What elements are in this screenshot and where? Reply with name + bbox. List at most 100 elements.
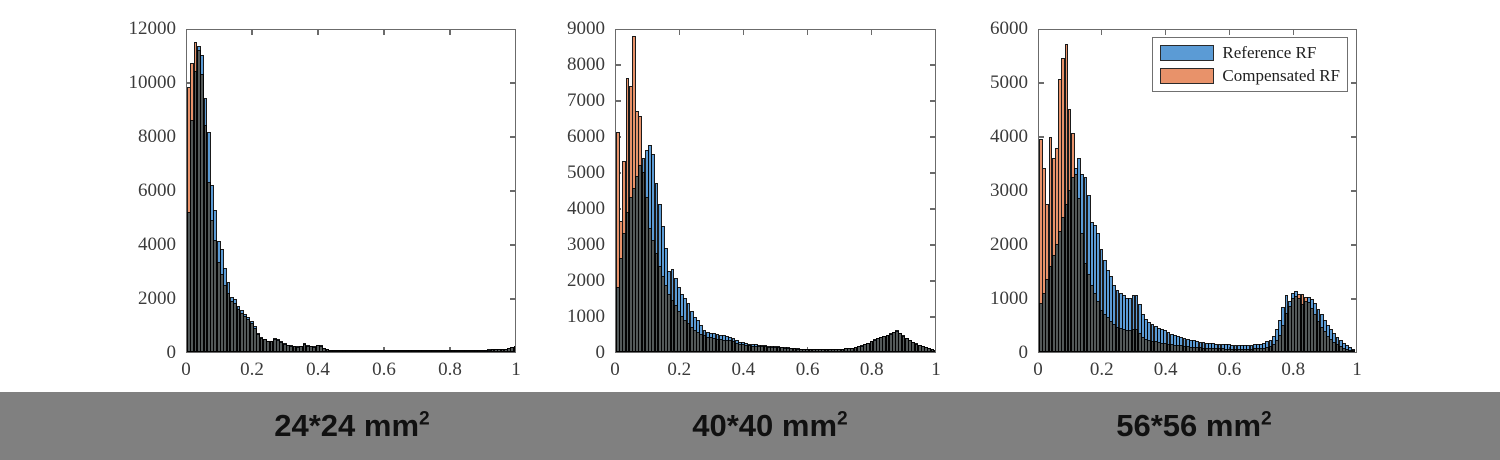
y-tick-label: 1000 (567, 306, 605, 327)
y-tick-mark-right (1351, 298, 1357, 300)
y-tick-label: 8000 (138, 126, 176, 147)
x-tick-mark-top (251, 29, 253, 35)
legend-swatch-reference-icon (1160, 45, 1215, 61)
plot-area-40x40[interactable] (615, 29, 936, 353)
bars-container-24x24 (187, 30, 515, 352)
x-tick-label: 0.6 (795, 359, 820, 380)
caption-24x24-sup: 2 (419, 408, 430, 430)
x-tick-label: 1 (1352, 359, 1362, 380)
x-tick-label: 0 (1033, 359, 1043, 380)
x-tick-label: 0 (610, 359, 620, 380)
caption-56x56-text: 56*56 mm (1116, 408, 1262, 443)
x-tick-label: 0.6 (1217, 359, 1242, 380)
x-tick-label: 0.2 (667, 359, 692, 380)
legend-label-compensated: Compensated RF (1222, 66, 1340, 85)
x-tick-label: 0.2 (1089, 359, 1114, 380)
caption-56x56: 56*56 mm2 (1116, 408, 1271, 444)
caption-band: 24*24 mm2 40*40 mm2 56*56 mm2 (0, 392, 1500, 460)
x-tick-label: 0.6 (372, 359, 396, 380)
plot-area-56x56[interactable]: Reference RF Compensated RF (1038, 29, 1357, 353)
x-tick-label: 1 (931, 359, 941, 380)
y-tick-mark-right (510, 82, 516, 84)
y-tick-mark-right (930, 64, 936, 66)
x-tick-label: 0.8 (438, 359, 462, 380)
legend-entry-compensated[interactable]: Compensated RF (1160, 66, 1340, 86)
y-tick-mark-right (930, 244, 936, 246)
y-tick-mark-right (1351, 190, 1357, 192)
y-tick-label: 2000 (567, 270, 605, 291)
y-tick-mark-right (510, 190, 516, 192)
caption-40x40-sup: 2 (837, 408, 848, 430)
y-tick-mark-right (930, 100, 936, 102)
y-tick-mark-right (1351, 82, 1357, 84)
y-tick-mark-right (930, 316, 936, 318)
panel-56x56: Reference RF Compensated RF 0 1000 2000 300… (980, 0, 1500, 392)
y-tick-label: 5000 (567, 162, 605, 183)
x-tick-mark-top (317, 29, 319, 35)
histogram-bar (513, 345, 515, 352)
y-tick-mark-right (930, 172, 936, 174)
y-tick-label: 3000 (990, 180, 1028, 201)
bars-container-56x56 (1039, 30, 1356, 352)
plot-area-24x24[interactable] (186, 29, 516, 353)
x-tick-label: 1 (511, 359, 521, 380)
y-tick-mark-right (930, 136, 936, 138)
y-tick-mark (615, 100, 621, 102)
x-tick-mark-top (449, 29, 451, 35)
y-tick-label: 12000 (128, 18, 177, 39)
x-tick-mark-top (1101, 29, 1103, 35)
y-tick-label: 4000 (990, 126, 1028, 147)
y-tick-label: 6000 (138, 180, 176, 201)
y-tick-mark-right (510, 136, 516, 138)
y-tick-label: 6000 (567, 126, 605, 147)
caption-56x56-sup: 2 (1261, 408, 1272, 430)
x-tick-mark-top (1292, 29, 1294, 35)
x-tick-label: 0.2 (240, 359, 264, 380)
y-tick-label: 4000 (567, 198, 605, 219)
y-tick-label: 8000 (567, 54, 605, 75)
x-tick-label: 0 (181, 359, 191, 380)
x-tick-mark-top (678, 29, 680, 35)
caption-24x24-text: 24*24 mm (274, 408, 420, 443)
x-tick-mark-top (383, 29, 385, 35)
legend-swatch-compensated-icon (1160, 68, 1215, 84)
panel-40x40: 0 1000 2000 3000 4000 5000 6000 7000 8000 9000 0 0… (530, 0, 980, 392)
x-tick-label: 0.8 (1281, 359, 1306, 380)
histogram-bar (1351, 349, 1356, 352)
y-tick-mark-right (930, 280, 936, 282)
y-tick-mark-right (510, 298, 516, 300)
y-tick-label: 2000 (138, 288, 176, 309)
y-tick-label: 6000 (990, 18, 1028, 39)
y-tick-label: 0 (595, 342, 606, 363)
y-tick-mark (186, 82, 192, 84)
y-tick-label: 3000 (567, 234, 605, 255)
y-tick-mark-right (1351, 136, 1357, 138)
y-tick-label: 9000 (567, 18, 605, 39)
x-tick-mark-top (806, 29, 809, 35)
caption-40x40: 40*40 mm2 (692, 408, 847, 444)
y-tick-label: 0 (1018, 342, 1029, 363)
x-tick-label: 0.4 (731, 359, 756, 380)
y-tick-mark (1038, 82, 1044, 84)
y-tick-label: 10000 (128, 72, 177, 93)
x-tick-mark-top (742, 29, 745, 35)
y-tick-mark (615, 64, 621, 66)
x-tick-mark-top (1228, 29, 1231, 35)
bars-container-40x40 (616, 30, 935, 352)
panel-24x24: 0 2000 4000 6000 8000 10000 12000 0 0.2 0.4 0.6 0.… (0, 0, 530, 392)
caption-24x24: 24*24 mm2 (274, 408, 429, 444)
x-tick-label: 0.8 (859, 359, 884, 380)
y-tick-mark-right (1351, 244, 1357, 246)
y-tick-label: 1000 (990, 288, 1028, 309)
y-tick-label: 5000 (990, 72, 1028, 93)
y-tick-label: 7000 (567, 90, 605, 111)
y-tick-mark-right (930, 208, 936, 210)
legend[interactable]: Reference RF Compensated RF (1152, 37, 1348, 92)
x-tick-label: 0.4 (1153, 359, 1178, 380)
legend-entry-reference[interactable]: Reference RF (1160, 43, 1340, 63)
y-tick-label: 4000 (138, 234, 176, 255)
caption-40x40-text: 40*40 mm (692, 408, 838, 443)
y-tick-label: 2000 (990, 234, 1028, 255)
x-tick-mark-top (871, 29, 873, 35)
